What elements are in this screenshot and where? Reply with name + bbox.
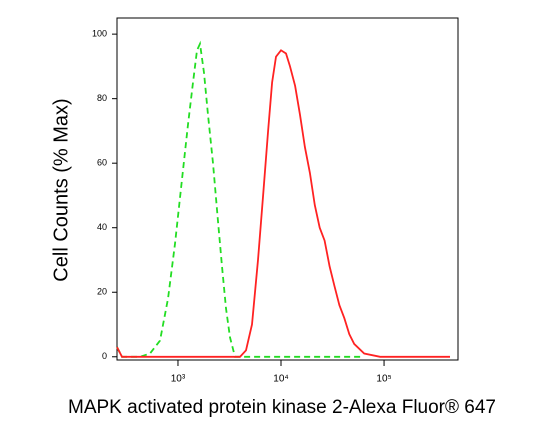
x-axis-label: MAPK activated protein kinase 2-Alexa Fl… bbox=[68, 397, 496, 418]
y-tick-label: 100 bbox=[92, 29, 107, 39]
y-axis-label: Cell Counts (% Max) bbox=[50, 98, 72, 281]
plot-frame bbox=[116, 17, 459, 361]
data-line bbox=[116, 40, 361, 358]
y-tick-label: 60 bbox=[97, 158, 107, 168]
x-tick-label: 10⁴ bbox=[273, 374, 288, 385]
x-tick-label: 10⁵ bbox=[376, 374, 391, 385]
y-tick-label: 80 bbox=[97, 93, 107, 103]
y-tick-label: 0 bbox=[102, 351, 107, 361]
x-tick-label: 10³ bbox=[171, 374, 186, 385]
data-line bbox=[116, 49, 450, 358]
y-tick-label: 40 bbox=[97, 222, 107, 232]
y-tick-label: 20 bbox=[97, 287, 107, 297]
